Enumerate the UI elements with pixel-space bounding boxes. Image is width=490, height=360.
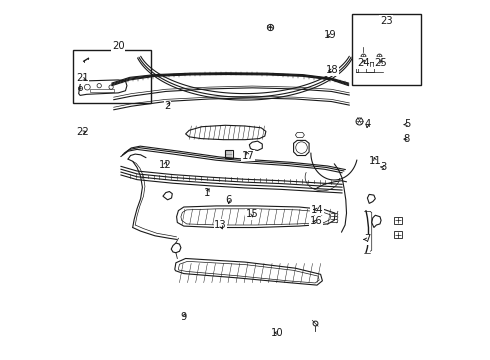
Bar	[393, 231, 402, 238]
Text: 5: 5	[404, 119, 410, 129]
Text: 12: 12	[159, 160, 171, 170]
Text: 13: 13	[214, 220, 227, 230]
Text: 9: 9	[181, 312, 187, 322]
Text: 8: 8	[404, 134, 410, 144]
Text: 7: 7	[364, 234, 370, 244]
Text: 18: 18	[326, 65, 339, 75]
Text: 6: 6	[225, 195, 232, 205]
Text: 25: 25	[375, 58, 388, 68]
Text: 17: 17	[242, 150, 254, 161]
Text: 14: 14	[311, 204, 323, 215]
Bar	[352, 14, 421, 85]
Bar	[393, 217, 402, 224]
Text: 20: 20	[112, 41, 124, 51]
Bar	[90, 89, 114, 92]
Text: 16: 16	[310, 216, 322, 226]
Text: 2: 2	[165, 101, 171, 111]
Text: 15: 15	[246, 209, 259, 219]
Text: 11: 11	[369, 156, 382, 166]
Text: 1: 1	[204, 188, 210, 198]
Text: 23: 23	[380, 16, 392, 26]
Text: 24: 24	[357, 58, 369, 68]
Text: 10: 10	[271, 328, 284, 338]
Text: 3: 3	[380, 162, 387, 172]
Text: 4: 4	[364, 119, 370, 129]
Text: 21: 21	[76, 73, 89, 84]
Text: 22: 22	[76, 127, 89, 138]
Bar	[73, 50, 151, 103]
Text: 19: 19	[324, 30, 337, 40]
